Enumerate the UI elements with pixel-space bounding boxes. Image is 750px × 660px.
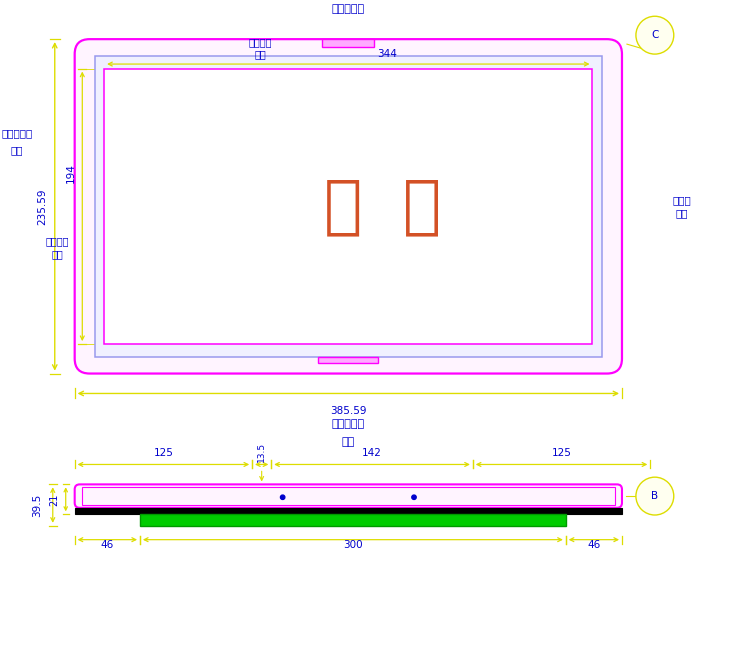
Text: 塑料框长边: 塑料框长边 [332,4,365,15]
Text: 长度: 长度 [342,436,355,447]
Text: 344: 344 [377,49,398,59]
Text: 194: 194 [66,164,76,183]
FancyBboxPatch shape [75,484,622,508]
Bar [319,357,378,362]
Text: 21: 21 [50,493,60,506]
Circle shape [280,495,285,500]
FancyBboxPatch shape [75,39,622,374]
Text: B: B [651,491,658,501]
Text: 142: 142 [362,449,382,459]
Bar [322,39,374,47]
Text: 显示区域
宽度: 显示区域 宽度 [46,236,69,259]
Circle shape [636,477,674,515]
Text: 46: 46 [100,540,114,550]
Text: 13.5: 13.5 [257,442,266,463]
Bar [82,487,615,505]
Text: C: C [651,30,658,40]
Text: 显示区域
长度: 显示区域 长度 [249,37,272,59]
Text: 235.59: 235.59 [37,188,46,224]
Text: 300: 300 [343,540,363,550]
Bar [75,508,622,514]
Text: 39.5: 39.5 [32,494,42,517]
Bar [140,514,566,526]
Text: 凹槽内边总: 凹槽内边总 [2,128,32,138]
Text: 凹槽内边总: 凹槽内边总 [332,418,365,428]
Text: 屏  幕: 屏 幕 [324,176,441,238]
Text: 385.59: 385.59 [330,407,367,416]
Circle shape [636,16,674,54]
Text: 塑料框
短边: 塑料框 短边 [672,195,691,218]
Text: 125: 125 [551,449,572,459]
Text: 46: 46 [587,540,601,550]
Circle shape [412,495,416,500]
Bar [104,69,592,344]
Text: 125: 125 [154,449,173,459]
Text: 屏  幕: 屏 幕 [314,172,451,241]
Bar [94,56,602,356]
Text: 屏  幕: 屏 幕 [324,176,441,238]
Text: 宽度: 宽度 [10,145,23,154]
